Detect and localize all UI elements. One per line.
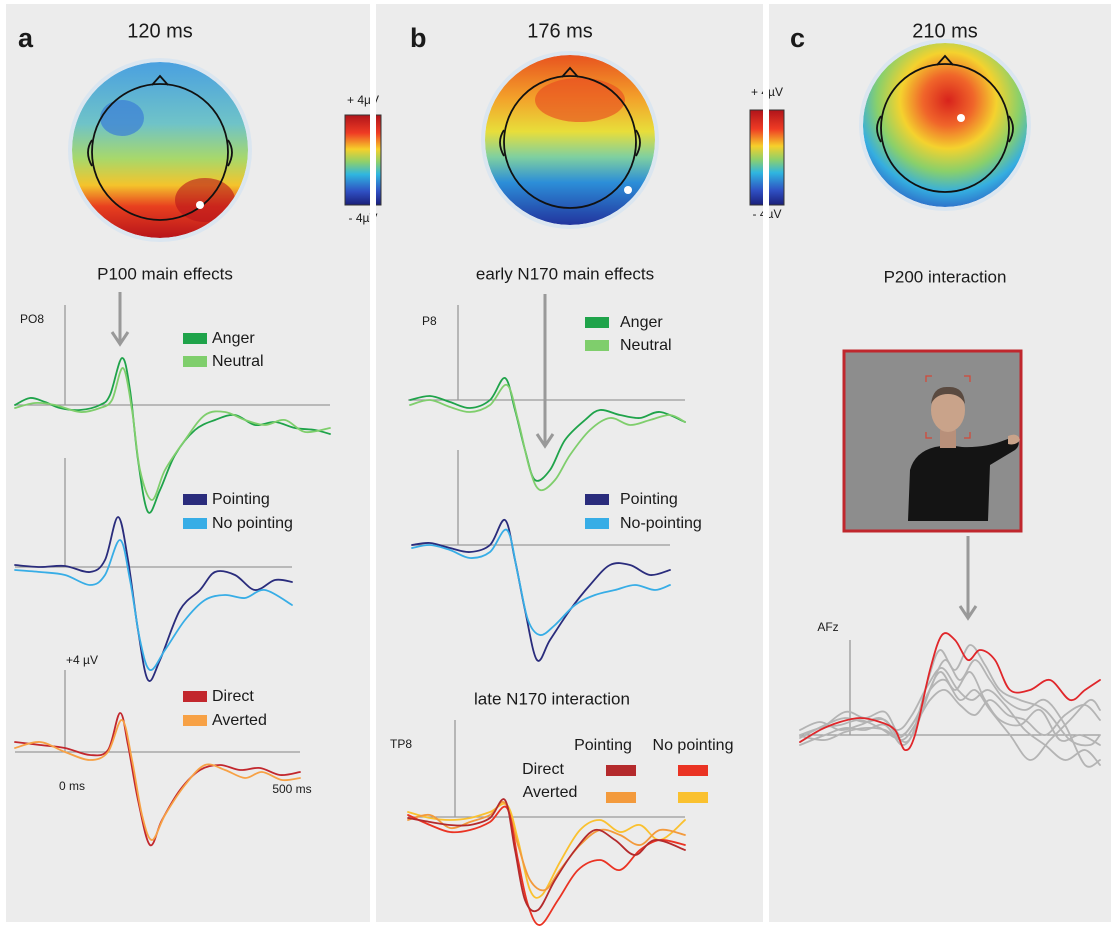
interaction-title: late N170 interaction	[474, 689, 630, 708]
legend-swatch	[678, 765, 708, 776]
waveform	[799, 689, 1101, 741]
axis	[408, 720, 685, 818]
waveform	[411, 528, 671, 636]
latency: 120 ms	[127, 20, 193, 42]
amplitude-label: +4 µV	[66, 653, 98, 667]
axis	[15, 305, 330, 406]
waveform	[409, 377, 686, 482]
legends: Anger Neutral Pointing No-pointing	[585, 314, 702, 532]
axis	[408, 305, 685, 401]
matrix-row: Averted	[523, 784, 578, 801]
waveform	[799, 671, 1101, 746]
channel-label: TP8	[390, 737, 412, 751]
effect-label: P100 main effects	[97, 264, 233, 283]
channel-label: PO8	[20, 312, 44, 326]
panel-letter: b	[410, 23, 427, 53]
arrow	[958, 536, 978, 621]
topomap	[859, 39, 1031, 211]
legend-label: Neutral	[620, 337, 672, 354]
legend-label: No-pointing	[620, 515, 702, 532]
waveform	[14, 719, 301, 841]
channel-label: P8	[422, 314, 437, 328]
legend-swatch	[183, 715, 207, 726]
matrix-row: Direct	[522, 761, 564, 778]
separator	[370, 0, 376, 926]
topomap	[481, 51, 659, 229]
latency: 210 ms	[912, 20, 978, 42]
separator	[763, 0, 769, 926]
legend-label: Direct	[212, 688, 254, 705]
legend-swatch	[678, 792, 708, 803]
legend-label: Anger	[212, 330, 255, 347]
waveform	[407, 802, 686, 899]
panel-letter: a	[18, 23, 34, 53]
legend-swatch	[606, 792, 636, 803]
panel-letter: c	[790, 23, 805, 53]
matrix-column: No pointing	[653, 737, 734, 754]
arrow	[110, 292, 130, 347]
legend-label: Anger	[620, 314, 663, 331]
legend-swatch	[183, 691, 207, 702]
waveform	[409, 384, 686, 492]
effect-label: early N170 main effects	[476, 264, 654, 283]
time-end: 500 ms	[272, 782, 311, 796]
waveform	[407, 805, 686, 926]
legend-swatch	[585, 494, 609, 505]
stimulus-photo	[842, 349, 1023, 533]
waveform	[799, 659, 1101, 768]
legend-label: Pointing	[212, 491, 270, 508]
legend-swatch	[585, 518, 609, 529]
waveform	[14, 516, 293, 682]
waveform	[407, 798, 686, 913]
waveform	[14, 712, 301, 847]
waveform	[799, 667, 1101, 766]
topomap	[68, 58, 252, 242]
arrow	[535, 294, 555, 449]
legend-swatch	[585, 317, 609, 328]
legend-swatch	[606, 765, 636, 776]
effect-label: P200 interaction	[884, 267, 1007, 286]
legend-label: No pointing	[212, 515, 293, 532]
channel-label: AFz	[817, 620, 838, 634]
axis	[15, 458, 292, 568]
legend-swatch	[183, 333, 207, 344]
legends: Anger Neutral Pointing No pointing Direct Ave…	[183, 330, 293, 729]
matrix-column: Pointing	[574, 737, 632, 754]
waveform	[14, 367, 331, 501]
legend-swatch	[585, 340, 609, 351]
waveform	[411, 519, 671, 662]
time-start: 0 ms	[59, 779, 85, 793]
latency: 176 ms	[527, 20, 593, 42]
legend-label: Averted	[212, 712, 267, 729]
legend-label: Pointing	[620, 491, 678, 508]
legend-swatch	[183, 494, 207, 505]
legend-swatch	[183, 518, 207, 529]
legend-label: Neutral	[212, 353, 264, 370]
axis	[15, 670, 300, 753]
legend-swatch	[183, 356, 207, 367]
waveform	[14, 539, 293, 671]
axis	[412, 450, 670, 546]
waveform	[799, 632, 1101, 752]
